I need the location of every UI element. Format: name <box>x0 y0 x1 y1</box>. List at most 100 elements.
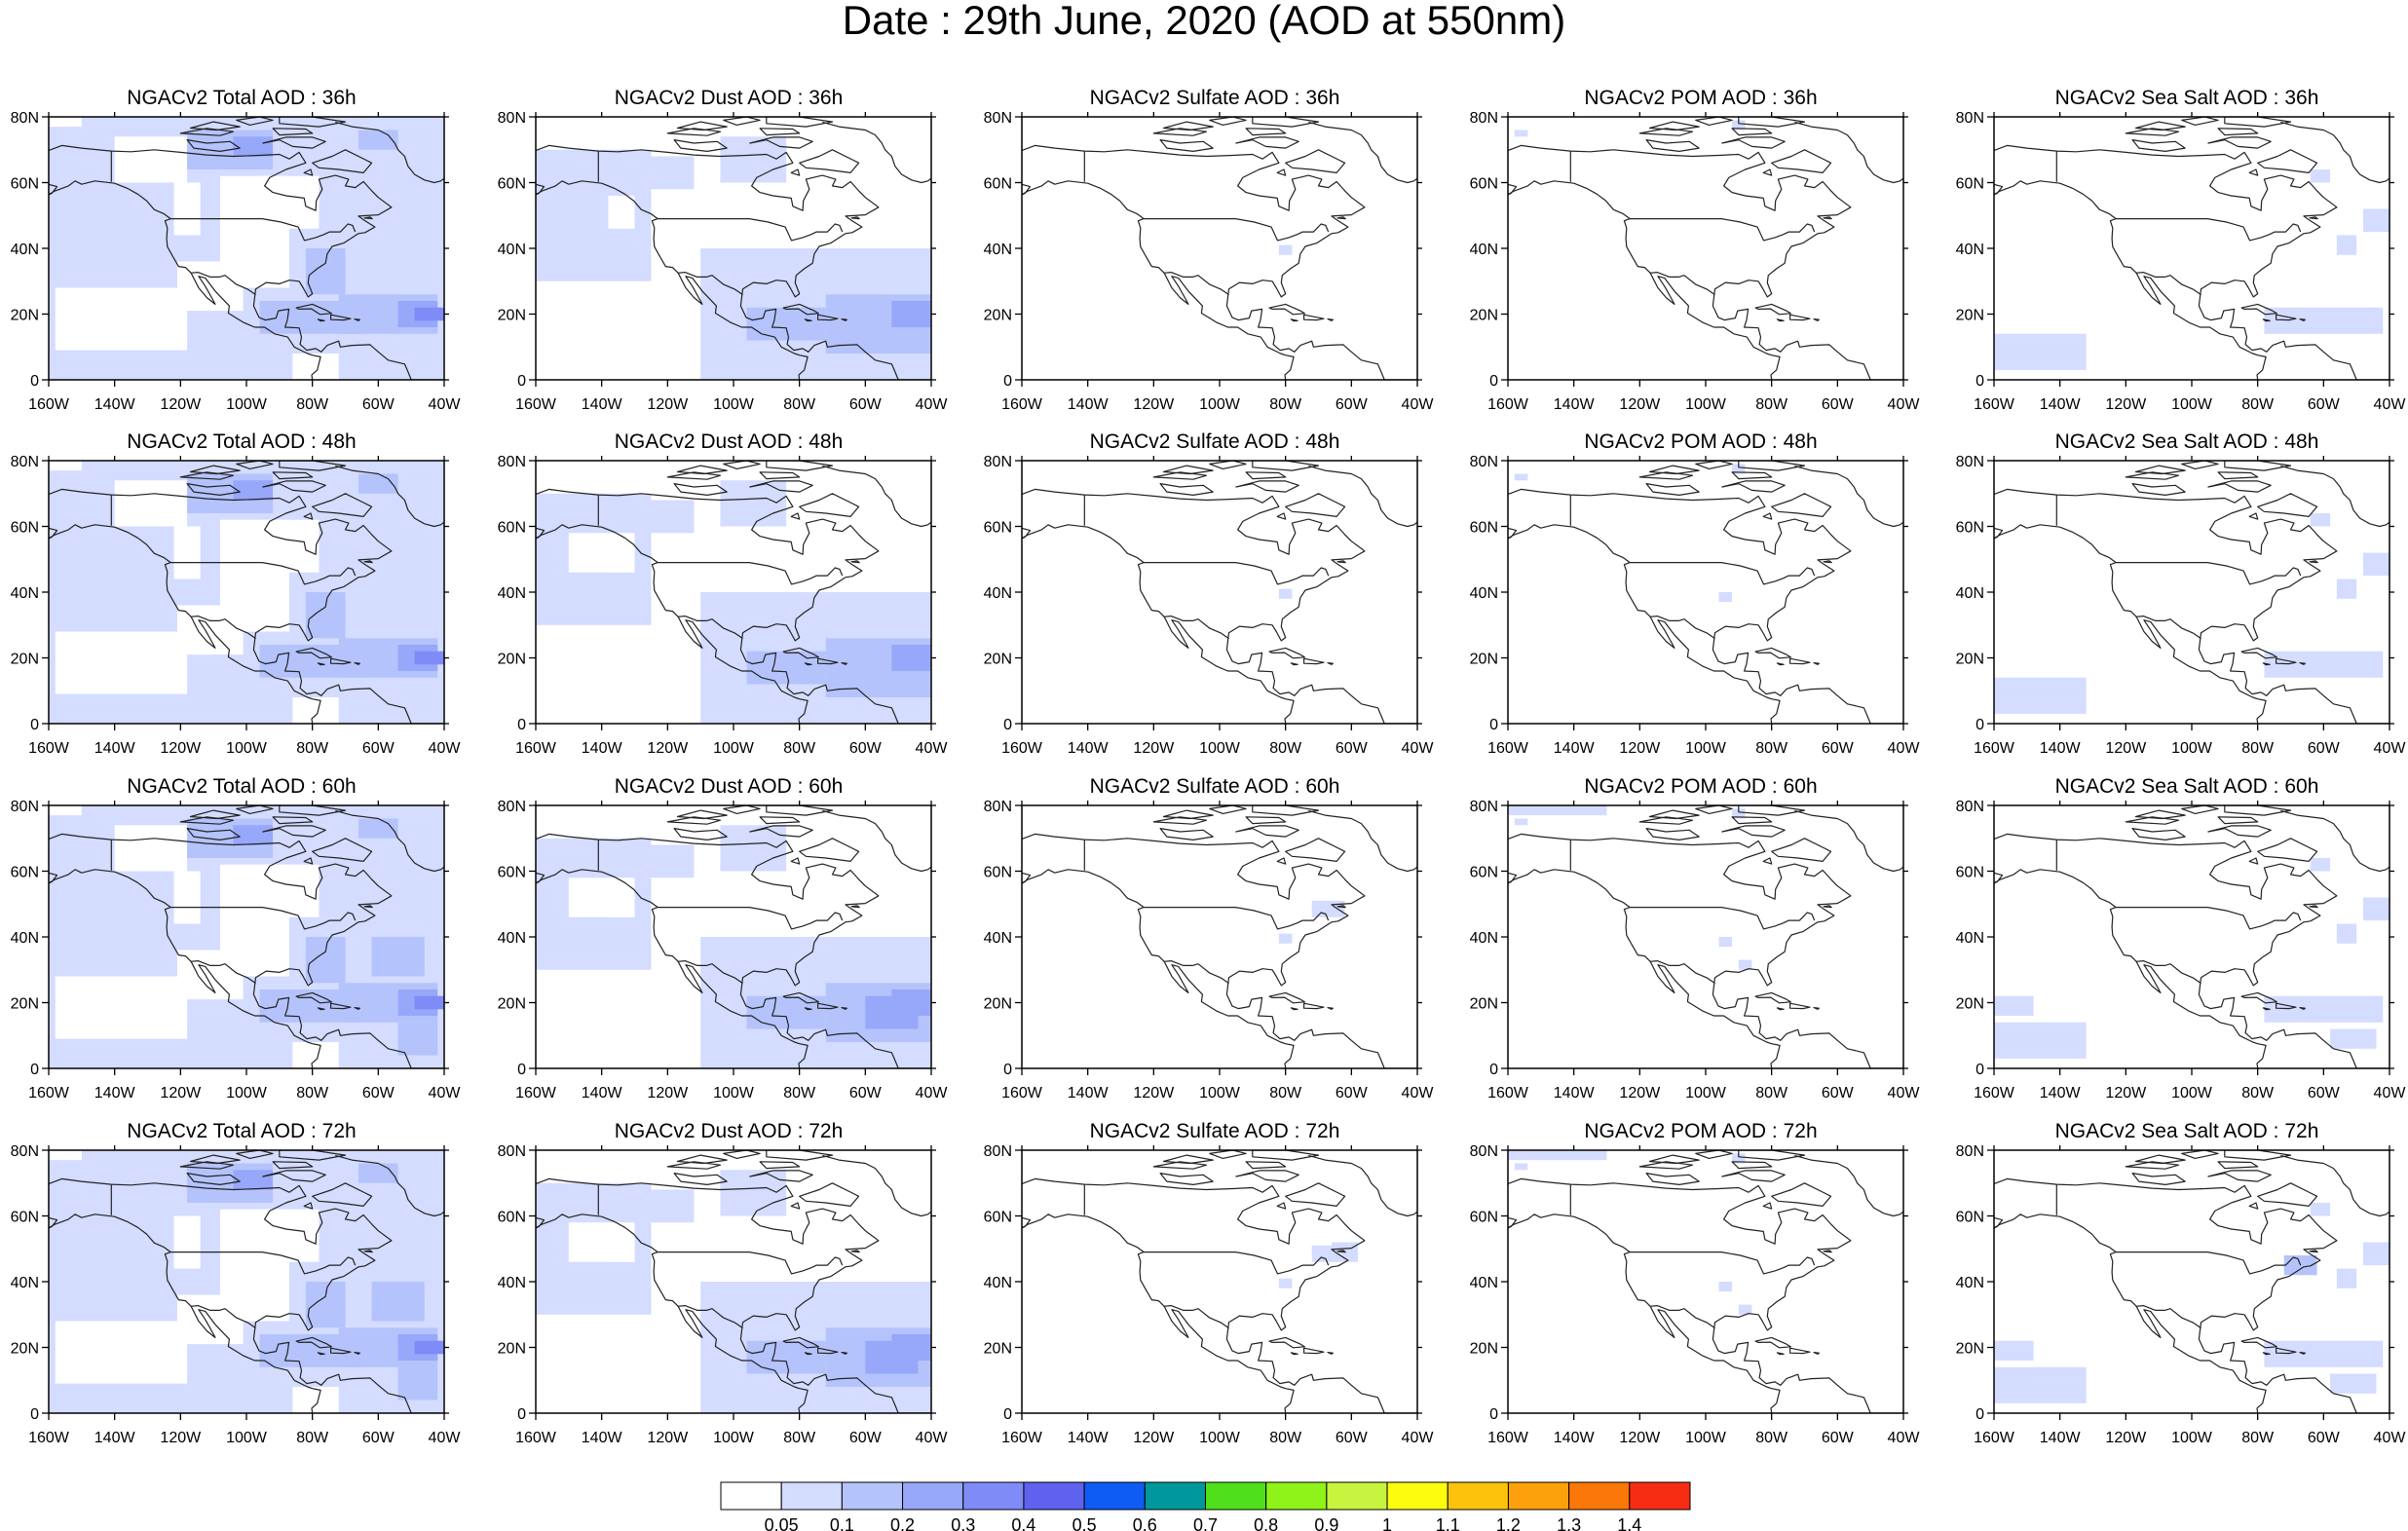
lon-tick-label: 120W <box>1619 1430 1661 1446</box>
lon-tick-label: 40W <box>916 1430 949 1446</box>
coastline <box>1268 991 1305 1004</box>
colorbar-swatch <box>1326 1481 1388 1511</box>
lat-tick-label: 0 <box>1003 373 1012 390</box>
lon-tick-label: 80W <box>783 1085 816 1102</box>
map-panel-dust-72h: NGACv2 Dust AOD : 72h 160W 140W 120W 100W 80W… <box>487 1121 970 1456</box>
coastline <box>179 816 235 825</box>
lon-tick-label: 40W <box>429 740 462 757</box>
coastline <box>1754 1336 1791 1349</box>
coastline <box>186 828 241 840</box>
aod-patch <box>846 592 905 632</box>
coastline <box>2262 318 2271 322</box>
coastline <box>1994 144 2389 380</box>
lon-tick-label: 80W <box>783 740 816 757</box>
colorbar-level-label: 1.2 <box>1496 1515 1521 1531</box>
lon-tick-label: 40W <box>916 740 949 757</box>
coastline <box>189 1154 241 1165</box>
coastline <box>1771 493 1832 517</box>
map-plot: 160W 140W 120W 100W 80W 60W 40W 0 20N 40N 60N 80N <box>1470 110 1921 413</box>
aod-patch <box>2264 1340 2384 1367</box>
coastline <box>303 512 314 520</box>
lon-tick-label: 100W <box>2171 1085 2213 1102</box>
coastline <box>179 128 235 136</box>
lat-tick-label: 60N <box>1956 176 1984 193</box>
aod-patch <box>233 825 274 845</box>
lat-tick-label: 60N <box>11 865 39 881</box>
aod-patch <box>2336 1268 2357 1288</box>
colorbar-level-label: 0.4 <box>1011 1515 1035 1531</box>
coastline <box>2240 991 2277 1004</box>
aod-patch <box>568 878 635 917</box>
coastline <box>2131 139 2186 152</box>
lat-tick-label: 80N <box>498 1143 526 1160</box>
coastline <box>723 117 761 126</box>
lon-tick-label: 160W <box>28 1430 70 1446</box>
aod-patch <box>865 1340 919 1374</box>
coastline <box>2257 149 2318 173</box>
coastline <box>759 471 801 480</box>
aod-patch <box>846 1282 905 1322</box>
coastline <box>658 562 844 585</box>
lat-tick-label: 80N <box>1470 110 1498 127</box>
lat-tick-label: 80N <box>984 110 1012 127</box>
coastline <box>2224 461 2292 471</box>
map-plot: 160W 140W 120W 100W 80W 60W 40W 0 20N 40N 60N 80N <box>1470 1143 1921 1446</box>
lon-tick-label: 140W <box>1554 1085 1596 1102</box>
coastline <box>1162 121 1214 131</box>
coastline <box>236 1150 274 1159</box>
lon-tick-label: 100W <box>2171 1430 2213 1446</box>
coastline <box>1813 318 1820 321</box>
coastline <box>749 825 813 838</box>
map-plot: 160W 140W 120W 100W 80W 60W 40W 0 20N 40N 60N 80N <box>1956 799 2407 1102</box>
coastline <box>1823 905 1832 909</box>
coastline <box>2248 857 2259 865</box>
coastline <box>790 857 801 865</box>
lat-tick-label: 60N <box>1470 176 1498 193</box>
coastline <box>677 272 743 296</box>
map-panel-pom-36h: NGACv2 POM AOD : 36h 160W 140W 120W 100W 80W 6… <box>1459 88 1942 423</box>
aod-patch <box>746 307 826 341</box>
aod-patch <box>2362 208 2389 233</box>
lon-tick-label: 80W <box>1269 1085 1302 1102</box>
coastline <box>262 480 326 493</box>
coastline <box>1789 1002 1811 1010</box>
lon-tick-label: 100W <box>713 396 755 413</box>
lat-tick-label: 20N <box>984 652 1012 668</box>
coastline <box>262 825 326 838</box>
coastline <box>170 218 357 242</box>
map-plot: 160W 140W 120W 100W 80W 60W 40W 0 20N 40N 60N 80N <box>984 1143 1435 1446</box>
colorbar-level-label: 0.3 <box>951 1515 975 1531</box>
coastline <box>766 117 834 128</box>
lon-tick-label: 140W <box>1068 740 1110 757</box>
coastline <box>170 562 357 585</box>
coastline <box>49 833 444 1068</box>
lat-tick-label: 40N <box>1470 930 1498 947</box>
coastline <box>1994 524 2267 724</box>
coastline <box>1648 465 1700 475</box>
coastline <box>1022 833 1417 1068</box>
map-panel-sulfate-36h: NGACv2 Sulfate AOD : 36h 160W 140W 120W 100W… <box>973 88 1456 423</box>
coastline <box>2207 1170 2272 1182</box>
coastline <box>1794 1154 1903 1217</box>
coastline <box>1630 907 1816 930</box>
coastline <box>2240 303 2277 316</box>
lon-tick-label: 80W <box>1755 740 1788 757</box>
lon-tick-label: 60W <box>2308 740 2341 757</box>
coastline <box>1754 303 1791 316</box>
coastline <box>272 1161 314 1170</box>
coastline <box>1994 833 2389 1068</box>
lon-tick-label: 40W <box>1888 1085 1921 1102</box>
coastline <box>1336 905 1346 909</box>
lon-tick-label: 80W <box>1269 396 1302 413</box>
lon-tick-label: 40W <box>429 396 462 413</box>
coastline <box>817 1002 839 1010</box>
aod-patch <box>1994 1366 2087 1403</box>
aod-patch <box>292 1387 339 1413</box>
lon-tick-label: 160W <box>1974 396 2015 413</box>
aod-patch <box>305 1282 346 1328</box>
coastline <box>1813 1352 1820 1355</box>
coastline <box>330 1347 352 1355</box>
lon-tick-label: 140W <box>94 740 136 757</box>
lat-tick-label: 60N <box>1956 520 1984 537</box>
coastline <box>2131 483 2186 496</box>
